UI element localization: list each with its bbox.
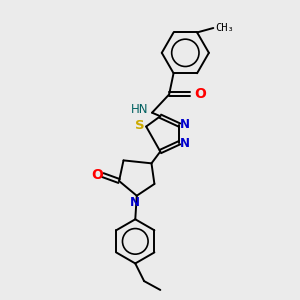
Text: CH₃: CH₃ bbox=[215, 23, 233, 33]
Text: S: S bbox=[136, 119, 145, 132]
Text: N: N bbox=[180, 137, 190, 150]
Text: N: N bbox=[130, 196, 140, 209]
Text: O: O bbox=[194, 87, 206, 101]
Text: HN: HN bbox=[131, 103, 148, 116]
Text: O: O bbox=[91, 168, 103, 182]
Text: N: N bbox=[180, 118, 190, 131]
